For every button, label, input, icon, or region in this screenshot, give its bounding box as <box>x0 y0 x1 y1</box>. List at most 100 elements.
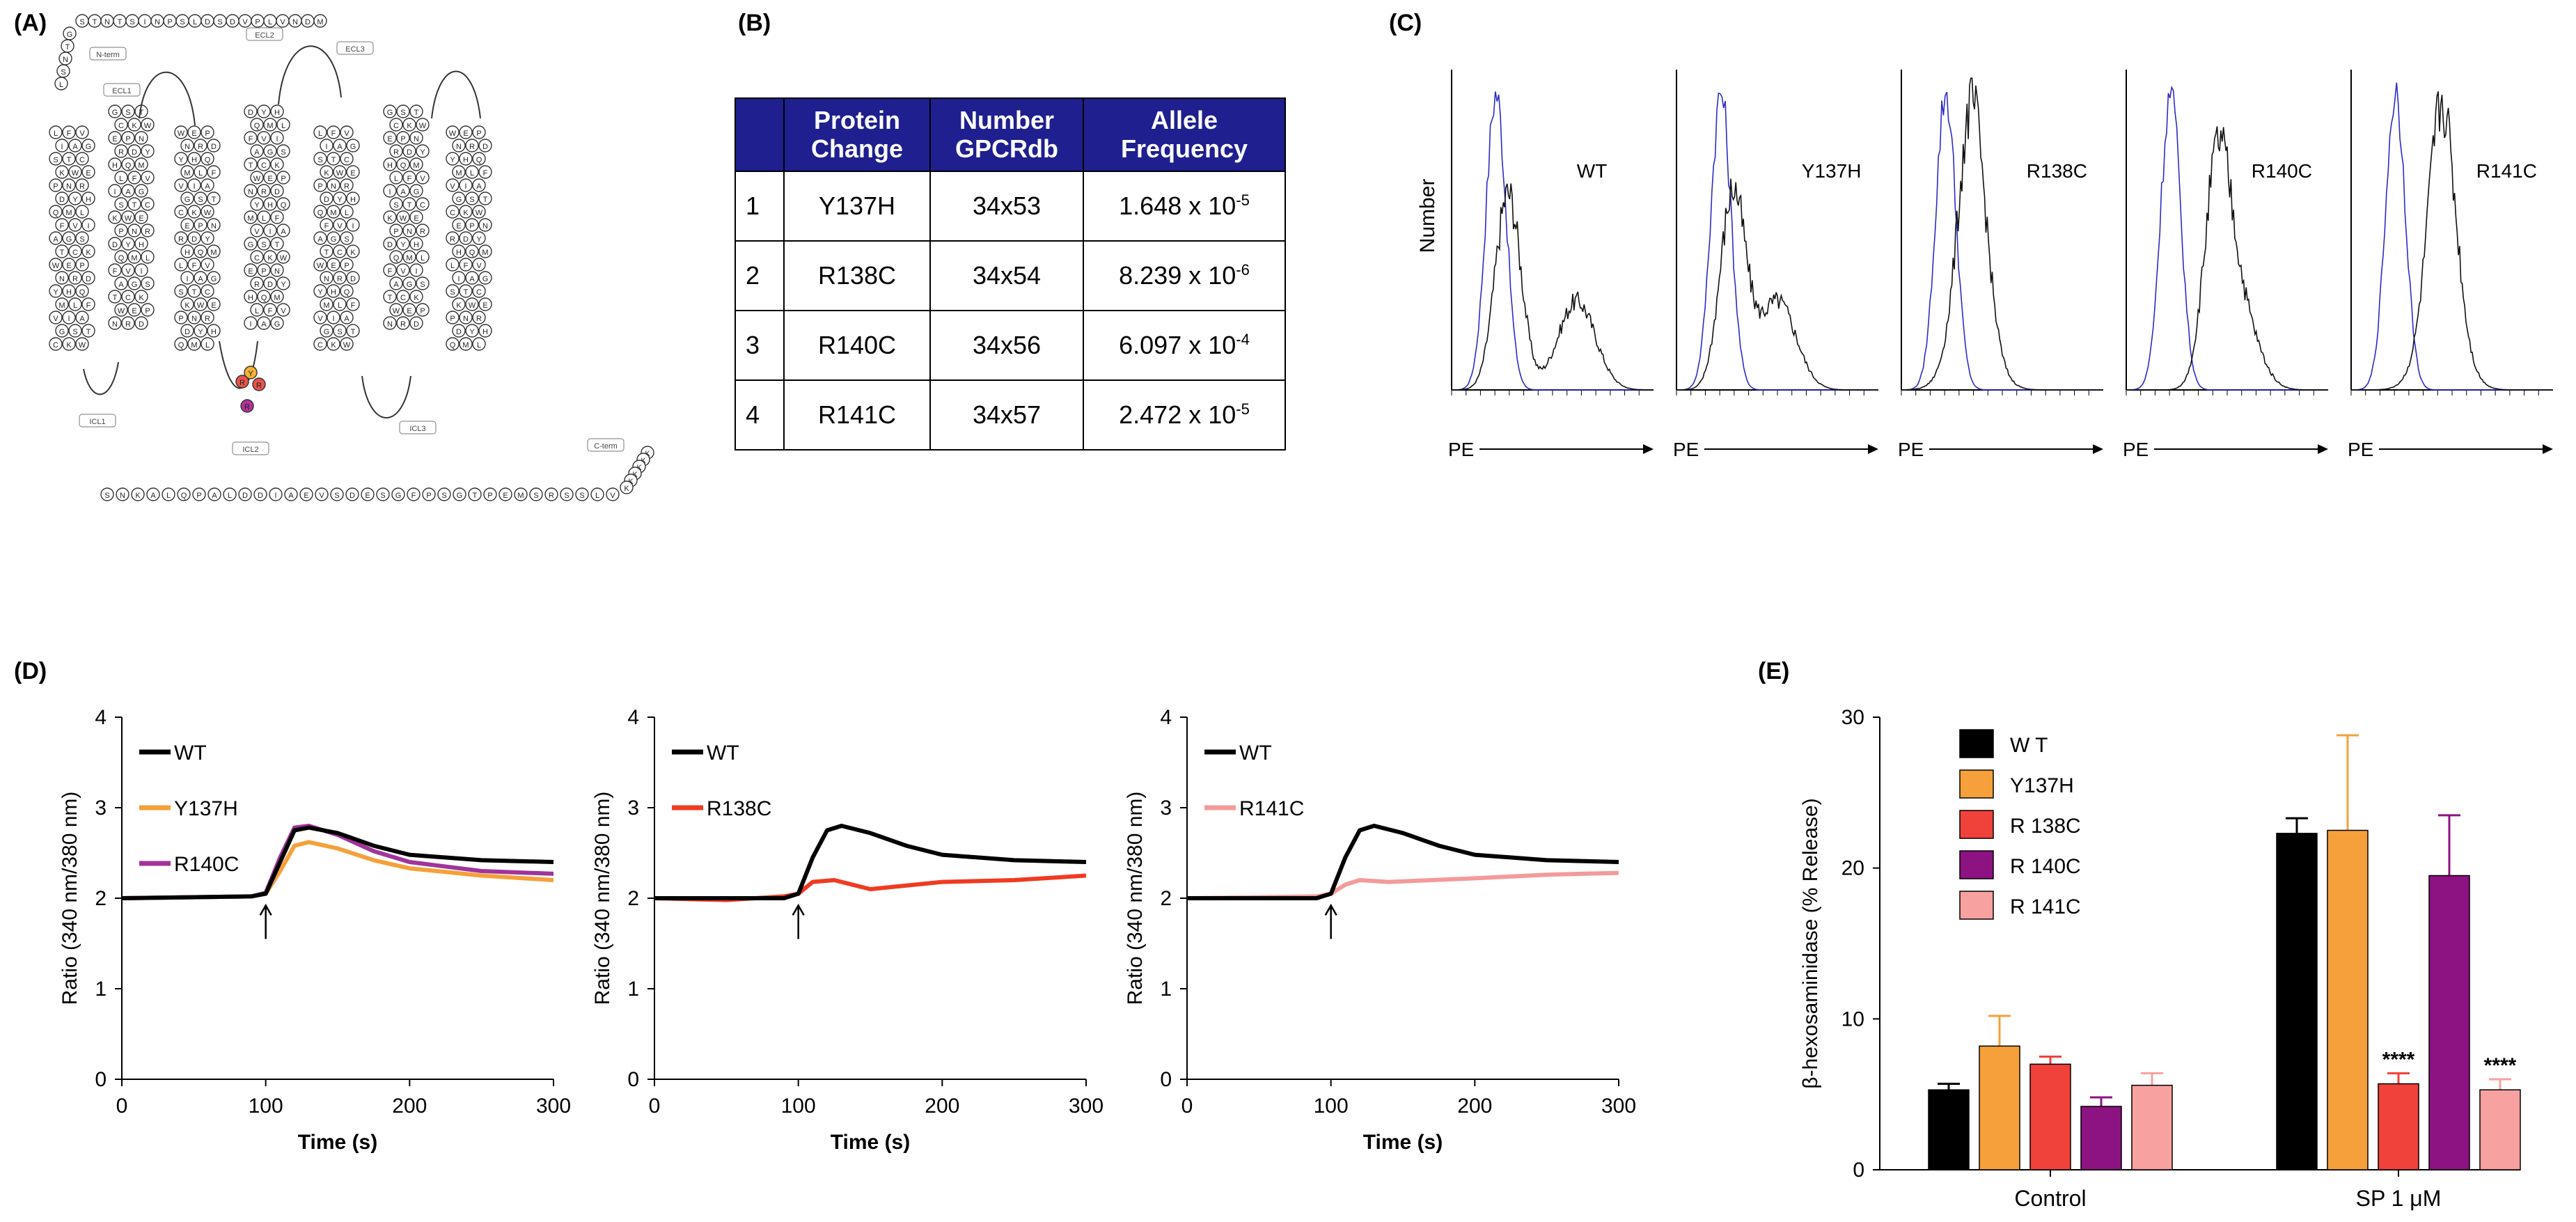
residue: L <box>263 14 277 28</box>
residue: E <box>62 258 76 272</box>
residue-letter: Y <box>400 241 406 249</box>
loop-label: ICL3 <box>409 425 425 433</box>
residue-circle <box>75 152 89 166</box>
residue-circle <box>333 165 347 179</box>
residue-circle <box>333 244 347 258</box>
residue-letter: P <box>198 222 203 230</box>
residue-letter: V <box>476 262 482 270</box>
residue-circle <box>134 210 148 224</box>
residue-circle <box>55 165 69 179</box>
ratio-y-tick-label: 0 <box>1160 1068 1172 1091</box>
residue-letter: Q <box>281 201 287 210</box>
residue-letter: A <box>79 315 85 323</box>
residue-circle <box>453 487 466 501</box>
residue-circle <box>263 197 277 211</box>
residue: C <box>416 197 430 211</box>
residue-circle <box>250 118 264 132</box>
residue-letter: K <box>191 209 197 217</box>
residue: P <box>194 218 207 232</box>
ratio-subplot: 0 1 2 3 4 0 100 200 300 Time (s) Ratio (340 nm/380… <box>1124 706 1636 1154</box>
residue-letter: N <box>155 18 160 26</box>
residue: H <box>346 191 360 205</box>
residue-circle <box>121 263 135 277</box>
residue-circle <box>333 191 347 205</box>
residue-circle <box>68 165 82 179</box>
residue-letter: R <box>450 235 455 244</box>
residue-circle <box>62 284 76 298</box>
legend-label: R 141C <box>2010 895 2081 918</box>
residue-circle <box>340 152 354 166</box>
ratio-x-tick-label: 100 <box>249 1095 283 1118</box>
residue: S <box>333 324 347 338</box>
residue-letter: A <box>72 143 78 151</box>
highlight-residue: R <box>252 377 266 391</box>
loop-label: N-term <box>96 51 120 59</box>
residue: S <box>141 276 155 290</box>
residue-circle <box>452 244 466 258</box>
residue-circle <box>478 324 492 338</box>
residue-letter: E <box>414 214 418 223</box>
histogram-xlabel: PE <box>2123 439 2149 460</box>
residue-circle <box>416 250 430 264</box>
residue-letter: Y <box>337 196 343 204</box>
residue-circle <box>276 276 290 290</box>
residue-circle <box>313 337 327 351</box>
residue: R <box>174 231 188 245</box>
residue-letter: R <box>549 492 554 500</box>
residue: I <box>108 184 122 198</box>
residue-letter: Y <box>476 235 482 244</box>
histogram-label: R141C <box>2476 160 2537 182</box>
residue-circle <box>250 250 264 264</box>
residue: E <box>81 165 95 179</box>
residue-letter: C <box>205 288 210 297</box>
residue: A <box>284 487 298 501</box>
residue-letter: S <box>178 288 183 297</box>
residue-circle <box>452 165 466 179</box>
residue-circle <box>465 165 479 179</box>
histogram-subplot: R138C PE <box>1898 70 2103 460</box>
residue: K <box>263 250 277 264</box>
residue-letter: V <box>242 18 248 26</box>
residue: F <box>383 263 397 277</box>
residue-circle <box>187 205 201 219</box>
residue: M <box>244 210 258 224</box>
residue: Y <box>49 284 63 298</box>
residue-letter: L <box>477 341 481 350</box>
residue-circle <box>187 311 201 324</box>
residue: H <box>478 324 492 338</box>
residue-letter: H <box>482 328 488 336</box>
residue: S <box>49 152 63 166</box>
residue-letter: S <box>281 148 285 157</box>
residue: Y <box>174 152 188 166</box>
residue-circle <box>180 191 194 205</box>
residue-circle <box>396 104 410 118</box>
residue-letter: D <box>414 320 419 329</box>
residue-letter: T <box>192 288 197 297</box>
residue: D <box>263 276 277 290</box>
residue-circle <box>389 144 403 158</box>
residue: C <box>333 244 347 258</box>
residue: Q <box>257 290 271 304</box>
ratio-y-tick-label: 4 <box>95 706 107 729</box>
residue: G <box>134 184 148 198</box>
residue: S <box>465 191 479 205</box>
residue-letter: F <box>411 492 416 500</box>
residue-letter: S <box>393 201 398 210</box>
histogram-arrow-head <box>1643 444 1654 454</box>
residue-letter: Y <box>317 288 323 297</box>
residue: N <box>478 218 492 232</box>
residue-circle <box>396 316 410 330</box>
residue-letter: P <box>145 307 150 315</box>
residue: S <box>376 487 390 501</box>
histogram-arrow-head <box>2318 444 2328 454</box>
residue-letter: K <box>645 450 650 458</box>
ratio-y-tick-label: 3 <box>1160 797 1172 820</box>
residue-circle <box>383 237 397 251</box>
residue: Y <box>446 152 460 166</box>
residue-circle <box>472 152 486 166</box>
residue: S <box>174 284 188 298</box>
residue-letter: M <box>184 169 190 178</box>
residue-circle <box>452 324 466 338</box>
residue: P <box>465 218 479 232</box>
residue-letter: Y <box>420 148 425 157</box>
